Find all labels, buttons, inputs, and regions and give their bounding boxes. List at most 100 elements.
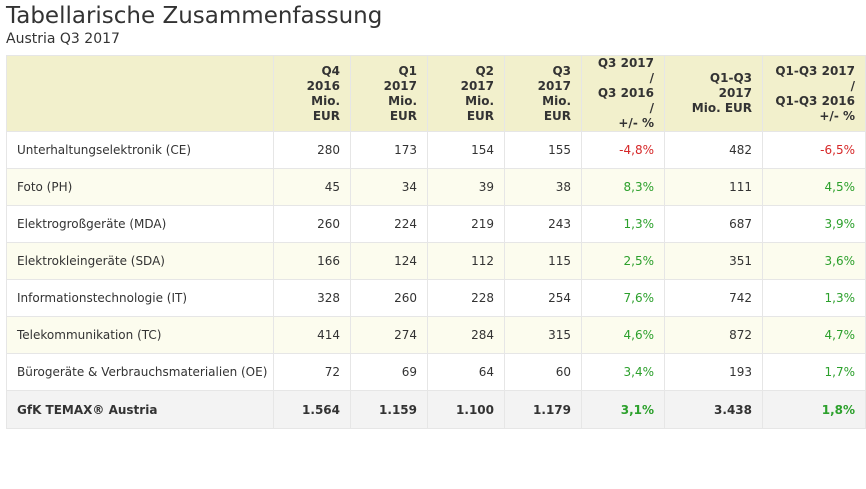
value-cell: 69 bbox=[350, 353, 428, 391]
change-cell: 7,6% bbox=[581, 279, 665, 317]
value-cell: 228 bbox=[427, 279, 505, 317]
table-header-row: Q4 2016 Mio. EUR Q1 2017 Mio. EUR Q2 2017 Mio… bbox=[6, 55, 866, 132]
header-line: Mio. EUR bbox=[691, 101, 752, 115]
value-cell: 280 bbox=[273, 131, 351, 169]
value-cell: 173 bbox=[350, 131, 428, 169]
value-cell: 72 bbox=[273, 353, 351, 391]
value-cell: 219 bbox=[427, 205, 505, 243]
header-line: Mio. EUR bbox=[388, 93, 417, 123]
value-cell: 115 bbox=[504, 242, 582, 280]
header-line: Q2 2017 bbox=[460, 63, 494, 93]
value-cell: 224 bbox=[350, 205, 428, 243]
value-cell: 45 bbox=[273, 168, 351, 206]
header-cell: Q1-Q3 2017 Mio. EUR bbox=[664, 55, 763, 132]
page-title: Tabellarische Zusammenfassung bbox=[6, 3, 383, 29]
header-line: Q3 2017 bbox=[537, 63, 571, 93]
table-row: Telekommunikation (TC) 414 274 284 315 4,6% 87… bbox=[6, 316, 866, 354]
header-cell: Q1 2017 Mio. EUR bbox=[350, 55, 428, 132]
row-label: Unterhaltungselektronik (CE) bbox=[6, 131, 274, 169]
row-label: Elektrokleingeräte (SDA) bbox=[6, 242, 274, 280]
change-cell: 3,6% bbox=[762, 242, 866, 280]
change-cell: 3,4% bbox=[581, 353, 665, 391]
change-cell: -6,5% bbox=[762, 131, 866, 169]
table-body: Unterhaltungselektronik (CE) 280 173 154 155… bbox=[6, 131, 866, 429]
summary-table: Q4 2016 Mio. EUR Q1 2017 Mio. EUR Q2 2017 Mio… bbox=[6, 55, 866, 429]
table-total-row: GfK TEMAX® Austria 1.564 1.159 1.100 1.179 3,… bbox=[6, 390, 866, 429]
value-cell: 351 bbox=[664, 242, 763, 280]
page-subtitle: Austria Q3 2017 bbox=[6, 31, 120, 47]
row-label: Informationstechnologie (IT) bbox=[6, 279, 274, 317]
header-line: Q3 2017 / bbox=[597, 56, 654, 85]
row-label: Elektrogroßgeräte (MDA) bbox=[6, 205, 274, 243]
change-cell: 4,6% bbox=[581, 316, 665, 354]
change-cell: 2,5% bbox=[581, 242, 665, 280]
header-line: Mio. EUR bbox=[542, 93, 571, 123]
header-cell-label bbox=[6, 55, 274, 132]
row-label: Telekommunikation (TC) bbox=[6, 316, 274, 354]
header-line: +/- % bbox=[819, 108, 855, 123]
header-cell: Q3 2017 /Q3 2016 /+/- % bbox=[581, 55, 665, 132]
value-cell: 254 bbox=[504, 279, 582, 317]
header-line: Mio. EUR bbox=[465, 93, 494, 123]
value-cell: 260 bbox=[350, 279, 428, 317]
header-line: Q4 2016 bbox=[306, 63, 340, 93]
value-cell: 38 bbox=[504, 168, 582, 206]
change-cell: -4,8% bbox=[581, 131, 665, 169]
change-cell: 1,8% bbox=[762, 390, 866, 429]
change-cell: 1,3% bbox=[762, 279, 866, 317]
change-cell: 1,7% bbox=[762, 353, 866, 391]
value-cell: 315 bbox=[504, 316, 582, 354]
table-row: Elektrokleingeräte (SDA) 166 124 112 115 2,5%… bbox=[6, 242, 866, 280]
value-cell: 166 bbox=[273, 242, 351, 280]
value-cell: 328 bbox=[273, 279, 351, 317]
value-cell: 111 bbox=[664, 168, 763, 206]
row-label: Bürogeräte & Verbrauchsmaterialien (OE) bbox=[6, 353, 274, 391]
value-cell: 39 bbox=[427, 168, 505, 206]
value-cell: 1.159 bbox=[350, 390, 428, 429]
value-cell: 284 bbox=[427, 316, 505, 354]
value-cell: 124 bbox=[350, 242, 428, 280]
table-row: Unterhaltungselektronik (CE) 280 173 154 155… bbox=[6, 131, 866, 169]
value-cell: 155 bbox=[504, 131, 582, 169]
value-cell: 872 bbox=[664, 316, 763, 354]
header-line: Q1-Q3 2016 bbox=[775, 93, 855, 108]
value-cell: 687 bbox=[664, 205, 763, 243]
value-cell: 414 bbox=[273, 316, 351, 354]
table-row: Bürogeräte & Verbrauchsmaterialien (OE) 7… bbox=[6, 353, 866, 391]
header-line: +/- % bbox=[618, 116, 654, 130]
row-label: Foto (PH) bbox=[6, 168, 274, 206]
value-cell: 112 bbox=[427, 242, 505, 280]
value-cell: 742 bbox=[664, 279, 763, 317]
header-cell: Q2 2017 Mio. EUR bbox=[427, 55, 505, 132]
header-line: Q1 2017 bbox=[383, 63, 417, 93]
value-cell: 64 bbox=[427, 353, 505, 391]
change-cell: 4,7% bbox=[762, 316, 866, 354]
value-cell: 243 bbox=[504, 205, 582, 243]
value-cell: 60 bbox=[504, 353, 582, 391]
value-cell: 193 bbox=[664, 353, 763, 391]
table-row: Elektrogroßgeräte (MDA) 260 224 219 243 1,3% 6… bbox=[6, 205, 866, 243]
table-row: Informationstechnologie (IT) 328 260 228 254… bbox=[6, 279, 866, 317]
change-cell: 3,1% bbox=[581, 390, 665, 429]
header-line: Q3 2016 / bbox=[597, 86, 654, 115]
value-cell: 482 bbox=[664, 131, 763, 169]
header-line: Q1-Q3 2017 / bbox=[775, 63, 855, 93]
change-cell: 1,3% bbox=[581, 205, 665, 243]
value-cell: 154 bbox=[427, 131, 505, 169]
change-cell: 3,9% bbox=[762, 205, 866, 243]
value-cell: 1.564 bbox=[273, 390, 351, 429]
header-line: Mio. EUR bbox=[311, 93, 340, 123]
change-cell: 4,5% bbox=[762, 168, 866, 206]
value-cell: 3.438 bbox=[664, 390, 763, 429]
value-cell: 1.179 bbox=[504, 390, 582, 429]
value-cell: 1.100 bbox=[427, 390, 505, 429]
change-cell: 8,3% bbox=[581, 168, 665, 206]
header-cell: Q4 2016 Mio. EUR bbox=[273, 55, 351, 132]
header-cell: Q1-Q3 2017 /Q1-Q3 2016 +/- % bbox=[762, 55, 866, 132]
header-line: Q1-Q3 2017 bbox=[709, 71, 752, 100]
value-cell: 260 bbox=[273, 205, 351, 243]
row-label: GfK TEMAX® Austria bbox=[6, 390, 274, 429]
header-cell: Q3 2017 Mio. EUR bbox=[504, 55, 582, 132]
value-cell: 274 bbox=[350, 316, 428, 354]
table-row: Foto (PH) 45 34 39 38 8,3% 111 4,5% bbox=[6, 168, 866, 206]
